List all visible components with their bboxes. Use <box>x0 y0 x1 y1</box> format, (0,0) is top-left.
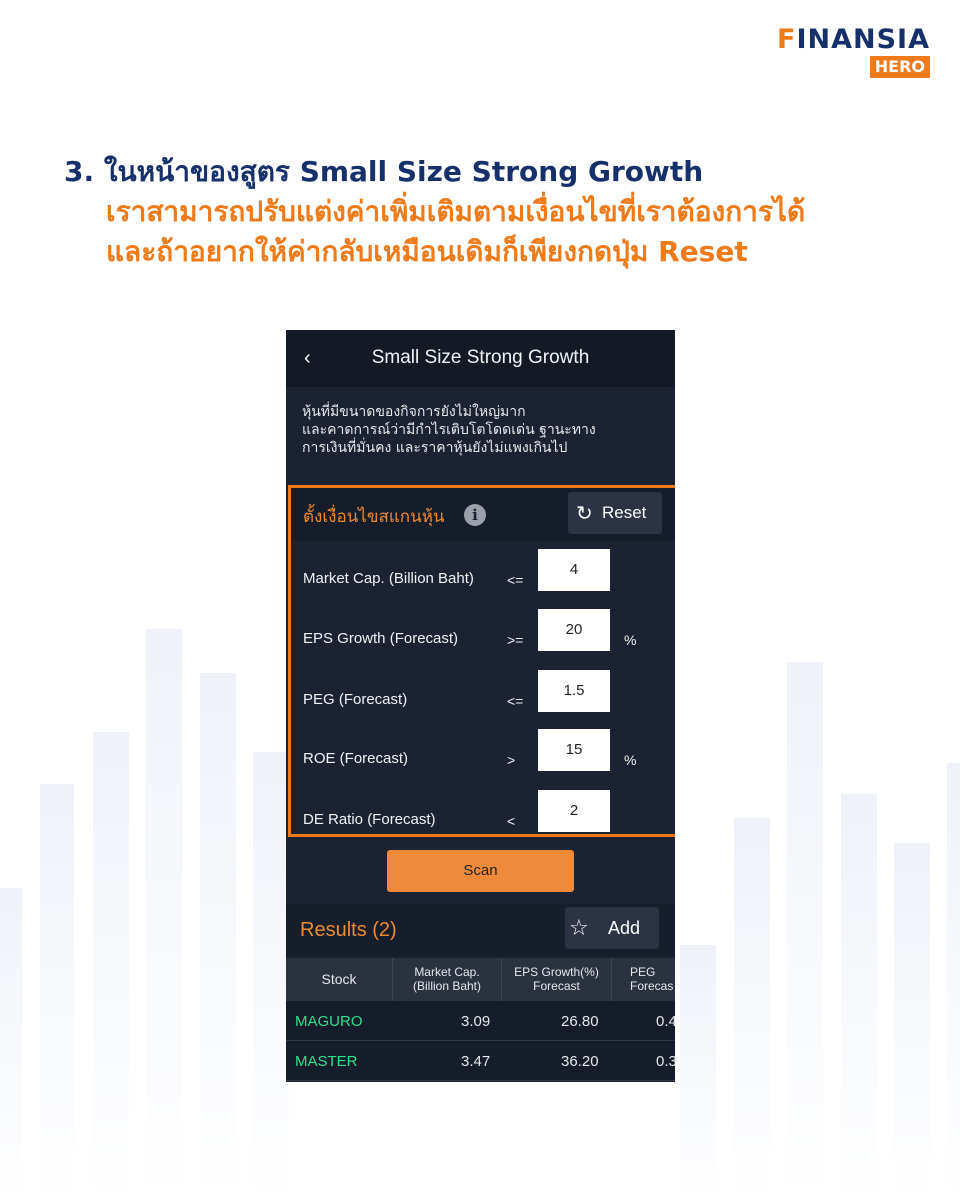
filter-operator: <= <box>507 572 524 588</box>
column-header-label: PEG <box>630 965 656 979</box>
background-bar <box>0 888 22 1200</box>
peg-input[interactable]: 1.5 <box>538 670 610 712</box>
background-bar <box>894 843 930 1200</box>
filter-label: PEG (Forecast) <box>303 691 408 708</box>
chevron-left-icon[interactable]: ‹ <box>304 347 311 369</box>
filter-row-de-ratio: DE Ratio (Forecast) < 2 <box>291 790 675 850</box>
de-ratio-input[interactable]: 2 <box>538 790 610 832</box>
market-cap-value: 3.09 <box>461 1013 491 1030</box>
results-table: Stock Market Cap. (Billion Baht) EPS Gro… <box>286 958 675 1081</box>
filter-row-peg: PEG (Forecast) <= 1.5 <box>291 670 675 730</box>
roe-input[interactable]: 15 <box>538 729 610 771</box>
stock-symbol[interactable]: MAGURO <box>295 1013 363 1030</box>
filter-operator: < <box>507 813 516 829</box>
filter-title: ตั้งเงื่อนไขสแกนหุ้น <box>303 507 445 527</box>
logo-hero-badge: HERO <box>869 56 930 78</box>
column-header-peg[interactable]: PEG Forecas <box>612 958 675 1001</box>
scan-button[interactable]: Scan <box>387 850 574 892</box>
filter-label: ROE (Forecast) <box>303 750 409 767</box>
background-bar <box>841 794 877 1200</box>
background-bar <box>680 945 716 1200</box>
description-line: การเงินที่มั่นคง และราคาหุ้นยังไม่แพงเกิ… <box>302 440 568 456</box>
background-bar <box>787 662 823 1200</box>
description-line: หุ้นที่มีขนาดของกิจการยังไม่ใหญ่มาก <box>302 404 526 420</box>
column-header-stock[interactable]: Stock <box>286 958 393 1001</box>
eps-growth-input[interactable]: 20 <box>538 609 610 651</box>
logo-text: INANSIA <box>796 24 930 55</box>
filter-operator: >= <box>507 632 524 648</box>
column-header-label: Market Cap. <box>414 965 480 979</box>
background-bar <box>93 732 129 1200</box>
table-row[interactable]: MAGURO 3.09 26.80 0.4 <box>286 1001 675 1041</box>
filter-label: DE Ratio (Forecast) <box>303 811 436 828</box>
column-header-eps-growth[interactable]: EPS Growth(%) Forecast <box>502 958 612 1001</box>
column-header-sublabel: Forecas <box>630 979 674 993</box>
filter-row-eps-growth: EPS Growth (Forecast) >= 20 % <box>291 609 675 669</box>
filter-label: Market Cap. (Billion Baht) <box>303 570 474 587</box>
app-screenshot: ‹ Small Size Strong Growth หุ้นที่มีขนาด… <box>286 330 675 1082</box>
filter-row-roe: ROE (Forecast) > 15 % <box>291 729 675 789</box>
eps-growth-value: 36.20 <box>561 1053 599 1070</box>
filter-operator: > <box>507 752 516 768</box>
filter-row-market-cap: Market Cap. (Billion Baht) <= 4 <box>291 549 675 609</box>
description-line: และคาดการณ์ว่ามีกำไรเติบโตโดดเด่น ฐานะทา… <box>302 422 596 438</box>
background-bar <box>40 784 74 1200</box>
stock-symbol[interactable]: MASTER <box>295 1053 358 1070</box>
headline: 3. ในหน้าของสูตร Small Size Strong Growt… <box>64 152 805 272</box>
strategy-description: หุ้นที่มีขนาดของกิจการยังไม่ใหญ่มาก และค… <box>286 387 675 484</box>
filter-unit: % <box>624 632 637 648</box>
logo-f: F <box>777 24 797 55</box>
headline-line-2: เราสามารถปรับแต่งค่าเพิ่มเติมตามเงื่อนไข… <box>106 195 806 228</box>
peg-value: 0.3 <box>656 1053 675 1070</box>
info-icon[interactable]: i <box>464 504 486 526</box>
results-title: Results (2) <box>300 919 397 941</box>
reset-button[interactable]: ↻ Reset <box>568 492 662 534</box>
table-header: Stock Market Cap. (Billion Baht) EPS Gro… <box>286 958 675 1001</box>
filter-label: EPS Growth (Forecast) <box>303 630 459 647</box>
reset-label: Reset <box>602 503 647 522</box>
refresh-icon: ↻ <box>576 503 593 525</box>
column-header-label: EPS Growth(%) <box>514 965 599 979</box>
brand-logo: FINANSIA HERO <box>777 24 930 78</box>
headline-line-1: 3. ในหน้าของสูตร Small Size Strong Growt… <box>64 155 704 188</box>
star-icon: ☆ <box>569 915 589 940</box>
background-bar <box>253 752 289 1200</box>
background-bar <box>200 673 236 1200</box>
results-header: Results (2) ☆ Add <box>286 904 675 956</box>
background-bar <box>146 629 182 1200</box>
headline-line-3: และถ้าอยากให้ค่ากลับเหมือนเดิมก็เพียงกดป… <box>106 235 748 268</box>
logo-wordmark: FINANSIA <box>777 24 930 56</box>
background-bar <box>947 763 960 1200</box>
column-header-label: Stock <box>321 971 357 987</box>
column-header-sublabel: (Billion Baht) <box>412 979 482 993</box>
filter-unit: % <box>624 752 637 768</box>
filter-panel: ตั้งเงื่อนไขสแกนหุ้น i ↻ Reset Market Ca… <box>288 485 675 837</box>
background-bar <box>734 818 770 1200</box>
add-button[interactable]: ☆ Add <box>565 907 659 949</box>
column-header-market-cap[interactable]: Market Cap. (Billion Baht) <box>393 958 502 1001</box>
filter-operator: <= <box>507 693 524 709</box>
app-header: ‹ Small Size Strong Growth <box>286 330 675 387</box>
peg-value: 0.4 <box>656 1013 675 1030</box>
market-cap-value: 3.47 <box>461 1053 491 1070</box>
table-row[interactable]: MASTER 3.47 36.20 0.3 <box>286 1041 675 1081</box>
add-label: Add <box>608 918 641 938</box>
eps-growth-value: 26.80 <box>561 1013 599 1030</box>
market-cap-input[interactable]: 4 <box>538 549 610 591</box>
page-title: Small Size Strong Growth <box>371 347 590 368</box>
filter-header: ตั้งเงื่อนไขสแกนหุ้น i ↻ Reset <box>291 488 675 541</box>
column-header-sublabel: Forecast <box>533 979 580 993</box>
